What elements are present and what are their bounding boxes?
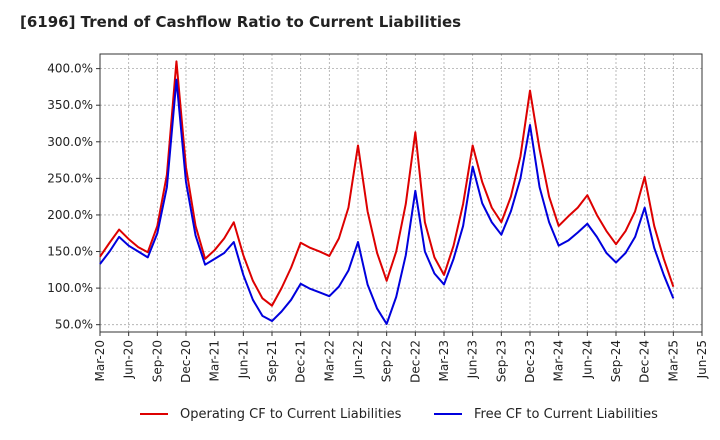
x-tick-label: Mar-24: [552, 340, 566, 381]
x-tick-label: Mar-20: [93, 340, 107, 381]
chart-title: [6196] Trend of Cashflow Ratio to Curren…: [20, 13, 462, 31]
legend-item-free: Free CF to Current Liabilities: [434, 404, 658, 424]
x-tick-label: Mar-23: [437, 340, 451, 381]
legend-label-free: Free CF to Current Liabilities: [474, 406, 658, 422]
y-tick-label: 400.0%: [47, 62, 93, 76]
x-tick-label: Sep-23: [494, 340, 508, 382]
y-tick-label: 300.0%: [47, 135, 93, 149]
x-tick-label: Jun-25: [695, 340, 709, 379]
x-tick-label: Jun-22: [351, 340, 365, 379]
legend-swatch-operating: [140, 413, 168, 415]
y-tick-label: 250.0%: [47, 171, 93, 185]
y-tick-label: 50.0%: [55, 318, 93, 332]
x-tick-label: Dec-20: [179, 340, 193, 383]
plot-frame: [99, 53, 703, 333]
x-tick-label: Mar-22: [322, 340, 336, 381]
legend-item-operating: Operating CF to Current Liabilities: [140, 404, 401, 424]
x-tick-label: Jun-20: [122, 340, 136, 379]
x-tick-label: Jun-23: [466, 340, 480, 379]
x-tick-label: Dec-22: [408, 340, 422, 383]
series-layer: [99, 60, 675, 325]
x-tick-label: Dec-23: [523, 340, 537, 383]
x-tick-label: Sep-22: [380, 340, 394, 382]
y-axis: 50.0% 100.0% 150.0% 200.0% 250.0% 300.0% 350.0…: [47, 62, 100, 332]
legend-swatch-free: [434, 413, 462, 415]
x-tick-label: Mar-25: [666, 340, 680, 381]
x-axis: Mar-20 Jun-20 Sep-20 Dec-20 Mar-21 Jun-21 Sep-…: [93, 332, 709, 383]
grid-layer: [99, 54, 703, 332]
x-tick-label: Mar-21: [208, 340, 222, 381]
x-tick-label: Sep-24: [609, 340, 623, 382]
y-tick-label: 150.0%: [47, 245, 93, 259]
x-tick-label: Dec-24: [638, 340, 652, 383]
y-tick-label: 100.0%: [47, 281, 93, 295]
x-tick-label: Sep-21: [265, 340, 279, 382]
x-tick-label: Jun-21: [236, 340, 250, 379]
x-tick-label: Dec-21: [294, 340, 308, 383]
x-tick-label: Jun-24: [580, 340, 594, 379]
x-tick-label: Sep-20: [150, 340, 164, 382]
legend: Operating CF to Current Liabilities Free…: [0, 404, 720, 424]
series-line-operating-cf: [99, 60, 675, 307]
legend-label-operating: Operating CF to Current Liabilities: [180, 406, 402, 422]
y-tick-label: 200.0%: [47, 208, 93, 222]
y-tick-label: 350.0%: [47, 98, 93, 112]
series-line-free-cf: [99, 78, 675, 325]
